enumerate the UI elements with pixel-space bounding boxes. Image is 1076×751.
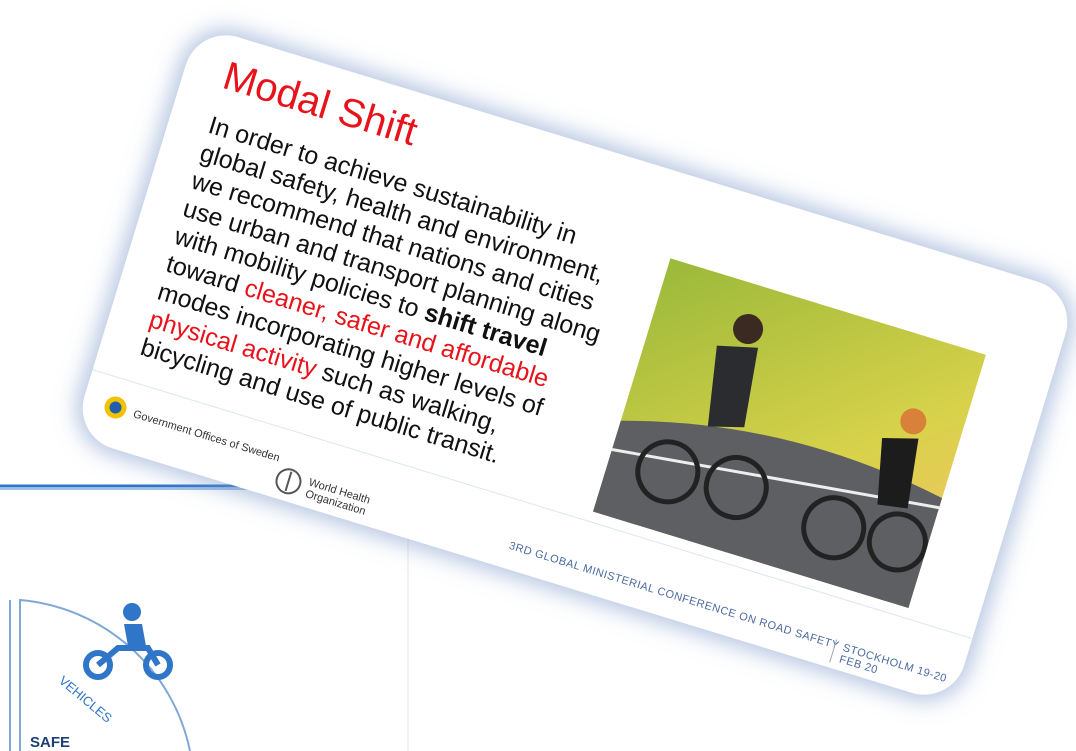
corner-label: SAFE [30, 734, 70, 751]
rider-head [123, 603, 141, 621]
page: VEHICLES SAFE Modal Shift In order to ac… [0, 0, 1076, 751]
sector-label: VEHICLES [56, 673, 115, 726]
who-logo [270, 463, 307, 500]
sweden-logo [97, 389, 134, 426]
logo-text: Government Offices of Sweden [132, 408, 281, 464]
rider-body [124, 624, 146, 646]
motorbike-icon [86, 648, 170, 677]
